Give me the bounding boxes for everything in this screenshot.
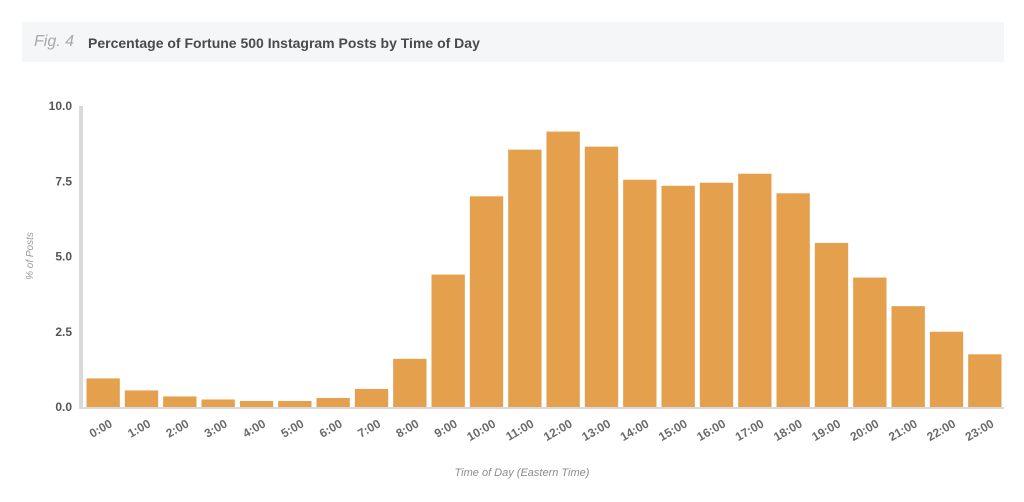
bar-10-00 — [469, 196, 504, 407]
bar-21-00 — [891, 306, 925, 407]
x-tick-label: 10:00 — [464, 416, 498, 444]
x-tick-label: 20:00 — [848, 416, 882, 444]
y-axis-title: % of Posts — [25, 232, 36, 280]
bar-11-00 — [508, 149, 542, 407]
bar-14-00 — [623, 179, 657, 407]
bar-7-00 — [354, 388, 389, 407]
x-tick-label: 6:00 — [317, 416, 345, 440]
x-tick-label: 2:00 — [164, 416, 192, 440]
y-tick-label: 2.5 — [55, 325, 72, 339]
x-tick-label: 17:00 — [733, 416, 767, 444]
x-tick-label: 0:00 — [87, 416, 115, 440]
x-tick-label: 3:00 — [202, 416, 230, 440]
x-axis-title: Time of Day (Eastern Time) — [455, 467, 590, 479]
bar-2-00 — [163, 396, 197, 407]
bar-20-00 — [853, 277, 887, 407]
x-tick-label: 12:00 — [541, 416, 575, 444]
bar-19-00 — [814, 242, 849, 407]
bar-5-00 — [278, 400, 312, 407]
bar-16-00 — [699, 182, 734, 407]
x-axis-ticks: 0:00 1:00 2:00 3:00 4:00 5:00 6:00 7:00 8:00 9:00… — [87, 416, 997, 444]
bar-22-00 — [929, 331, 964, 407]
bars — [86, 131, 1002, 407]
x-tick-label: 16:00 — [694, 416, 728, 444]
x-tick-label: 9:00 — [432, 416, 460, 440]
x-tick-label: 4:00 — [240, 416, 268, 440]
bar-6-00 — [316, 397, 350, 407]
x-tick-label: 1:00 — [125, 416, 153, 440]
x-tick-label: 19:00 — [809, 416, 843, 444]
x-tick-label: 15:00 — [656, 416, 690, 444]
figure-number: Fig. 4 — [34, 33, 75, 50]
bar-15-00 — [661, 185, 695, 407]
bar-1-00 — [124, 390, 159, 407]
bar-17-00 — [738, 173, 772, 407]
bar-9-00 — [431, 274, 465, 407]
bar-13-00 — [584, 146, 619, 407]
bar-4-00 — [239, 400, 274, 407]
x-tick-label: 11:00 — [503, 416, 536, 443]
x-tick-label: 5:00 — [279, 416, 307, 440]
y-axis-ticks: 0.0 2.5 5.0 7.5 10.0 — [49, 99, 73, 414]
bar-18-00 — [776, 193, 810, 407]
y-tick-label: 0.0 — [55, 400, 72, 414]
x-tick-label: 22:00 — [924, 416, 958, 444]
y-tick-label: 5.0 — [55, 250, 72, 264]
y-tick-label: 10.0 — [49, 99, 73, 113]
x-tick-label: 14:00 — [618, 416, 652, 444]
bar-8-00 — [393, 358, 427, 407]
x-tick-label: 13:00 — [579, 416, 613, 444]
bar-23-00 — [968, 354, 1002, 407]
chart-title: Percentage of Fortune 500 Instagram Post… — [88, 35, 480, 51]
x-tick-label: 7:00 — [355, 416, 383, 440]
y-tick-label: 7.5 — [55, 174, 72, 188]
bar-12-00 — [546, 131, 580, 407]
x-tick-label: 23:00 — [963, 416, 997, 444]
x-tick-label: 18:00 — [771, 416, 805, 444]
bar-3-00 — [201, 399, 235, 407]
figure-header: Fig. 4 Percentage of Fortune 500 Instagr… — [22, 22, 1004, 62]
x-tick-label: 8:00 — [394, 416, 422, 440]
bar-0-00 — [86, 378, 120, 407]
x-tick-label: 21:00 — [886, 416, 920, 444]
